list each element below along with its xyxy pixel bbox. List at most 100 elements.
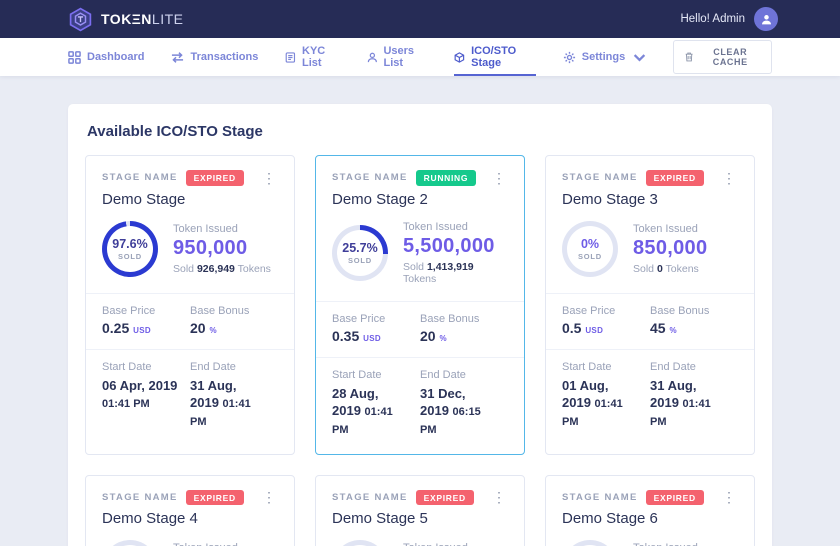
base-price-value: 0.25 USD bbox=[102, 320, 190, 336]
bonus-number: 20 bbox=[420, 327, 436, 344]
base-price-value: 0.35 USD bbox=[332, 328, 420, 344]
nav-item-transactions[interactable]: Transactions bbox=[171, 38, 258, 76]
end-time: 06:15 PM bbox=[420, 406, 481, 436]
sold-value: 926,949 bbox=[196, 262, 235, 275]
percent-value: 97.6% bbox=[112, 236, 148, 251]
progress-donut: 97.6% SOLD bbox=[102, 220, 158, 277]
stage-name-label: STAGE NAME bbox=[102, 491, 178, 503]
chevron-down-icon bbox=[634, 53, 646, 62]
progress-donut: 0% SOLD bbox=[562, 220, 618, 277]
divider bbox=[86, 292, 294, 294]
start-date-value: 06 Apr, 2019 01:41 PM bbox=[102, 377, 190, 412]
token-issued-label: Token Issued bbox=[173, 222, 238, 235]
brand-secondary: LITE bbox=[151, 11, 184, 27]
end-date: 31 Aug, 2019 bbox=[190, 377, 237, 411]
start-date-value: 28 Aug, 2019 01:41 PM bbox=[332, 385, 420, 438]
token-issued-value: 950,000 bbox=[173, 236, 248, 259]
nav-item-dashboard[interactable]: Dashboard bbox=[68, 38, 144, 76]
stage-name: Demo Stage 4 bbox=[102, 510, 198, 528]
usd-unit: USD bbox=[133, 325, 151, 335]
status-badge: EXPIRED bbox=[415, 489, 474, 506]
start-date-label: Start Date bbox=[562, 360, 612, 373]
token-issued-label: Token Issued bbox=[403, 542, 477, 546]
base-bonus-label: Base Bonus bbox=[190, 304, 250, 317]
sold-mini-label: SOLD bbox=[117, 251, 143, 261]
stage-card: STAGE NAME EXPIRED ⋮ Demo Stage 6 0% SOL… bbox=[545, 474, 755, 546]
end-date-label: End Date bbox=[190, 360, 236, 373]
stage-name: Demo Stage 6 bbox=[562, 510, 658, 528]
token-issued-label: Token Issued bbox=[403, 220, 468, 233]
kebab-menu-icon[interactable]: ⋮ bbox=[492, 169, 506, 186]
tokens-suffix: Tokens bbox=[237, 262, 271, 275]
nav-item-ico-sto-stage[interactable]: ICO/STO Stage bbox=[454, 38, 537, 76]
cube-icon bbox=[454, 51, 465, 63]
main-nav: Dashboard Transactions KYC List Users Li… bbox=[0, 38, 840, 76]
nav-item-users-list[interactable]: Users List bbox=[367, 38, 428, 76]
start-date-label: Start Date bbox=[102, 360, 152, 373]
kebab-menu-icon[interactable]: ⋮ bbox=[722, 169, 736, 186]
grid-icon bbox=[68, 50, 81, 64]
stage-name: Demo Stage 2 bbox=[332, 190, 428, 208]
start-date: 01 Aug, 2019 bbox=[562, 377, 609, 411]
clear-cache-button[interactable]: CLEAR CACHE bbox=[673, 40, 772, 74]
token-issued-label: Token Issued bbox=[633, 542, 707, 546]
nav-label: KYC List bbox=[302, 45, 326, 69]
stage-name-label: STAGE NAME bbox=[562, 172, 638, 184]
tokens-suffix: Tokens bbox=[403, 272, 437, 285]
content-area: Available ICO/STO Stage STAGE NAME EXPIR… bbox=[0, 76, 840, 546]
greeting-text: Hello! Admin bbox=[680, 13, 745, 25]
sold-value: 0 bbox=[656, 262, 663, 275]
stage-card: STAGE NAME EXPIRED ⋮ Demo Stage 5 0% SOL… bbox=[315, 474, 525, 546]
stage-name-label: STAGE NAME bbox=[332, 491, 408, 503]
user-icon bbox=[367, 52, 377, 62]
status-badge: RUNNING bbox=[415, 170, 477, 186]
token-issued-label: Token Issued bbox=[173, 542, 247, 546]
kebab-menu-icon[interactable]: ⋮ bbox=[262, 169, 276, 186]
status-badge: EXPIRED bbox=[645, 170, 704, 186]
stage-card: STAGE NAME EXPIRED ⋮ Demo Stage 3 0% SOL… bbox=[545, 155, 755, 455]
base-bonus-value: 20 % bbox=[190, 320, 278, 336]
sold-tokens-line: Sold 1,413,919 Tokens bbox=[403, 261, 508, 285]
start-date: 06 Apr, 2019 bbox=[102, 377, 178, 393]
progress-donut: 0% SOLD bbox=[562, 540, 618, 546]
end-time: 01:41 PM bbox=[190, 398, 251, 428]
sold-mini-label: SOLD bbox=[577, 251, 603, 261]
usd-unit: USD bbox=[585, 325, 604, 335]
end-date-label: End Date bbox=[420, 368, 466, 381]
topbar: TOKΞNLITE Hello! Admin bbox=[0, 0, 840, 38]
percent-unit: % bbox=[669, 325, 677, 335]
trash-icon bbox=[685, 52, 693, 62]
percent-value: 25.7% bbox=[342, 240, 378, 255]
nav-item-settings[interactable]: Settings bbox=[563, 38, 646, 76]
nav-label: Settings bbox=[581, 51, 626, 63]
brand[interactable]: TOKΞNLITE bbox=[68, 7, 184, 32]
divider bbox=[546, 348, 754, 350]
base-bonus-label: Base Bonus bbox=[650, 304, 710, 317]
page-title: Available ICO/STO Stage bbox=[87, 123, 263, 140]
stage-name: Demo Stage bbox=[102, 190, 186, 208]
end-date-value: 31 Dec, 2019 06:15 PM bbox=[420, 385, 508, 438]
kebab-menu-icon[interactable]: ⋮ bbox=[262, 489, 276, 506]
divider bbox=[316, 300, 524, 302]
kebab-menu-icon[interactable]: ⋮ bbox=[492, 489, 506, 506]
sold-tokens-line: Sold 0 Tokens bbox=[633, 263, 707, 275]
gear-icon bbox=[563, 51, 575, 63]
divider bbox=[86, 348, 294, 350]
status-badge: EXPIRED bbox=[185, 170, 244, 186]
stage-grid: STAGE NAME EXPIRED ⋮ Demo Stage 97.6% SO… bbox=[85, 155, 755, 546]
usd-unit: USD bbox=[363, 333, 381, 343]
nav-item-kyc-list[interactable]: KYC List bbox=[285, 38, 339, 76]
status-badge: EXPIRED bbox=[645, 489, 704, 506]
base-price-label: Base Price bbox=[102, 304, 156, 317]
percent-unit: % bbox=[209, 325, 217, 335]
stage-panel: Available ICO/STO Stage STAGE NAME EXPIR… bbox=[68, 104, 772, 546]
nav-label: Users List bbox=[383, 45, 415, 69]
stage-name: Demo Stage 3 bbox=[562, 190, 658, 208]
start-time: 01:41 PM bbox=[562, 398, 623, 428]
user-avatar[interactable] bbox=[754, 7, 778, 31]
sold-prefix: Sold bbox=[633, 262, 655, 275]
kebab-menu-icon[interactable]: ⋮ bbox=[722, 489, 736, 506]
person-icon bbox=[761, 14, 771, 24]
stage-name: Demo Stage 5 bbox=[332, 510, 428, 528]
document-icon bbox=[285, 51, 296, 63]
